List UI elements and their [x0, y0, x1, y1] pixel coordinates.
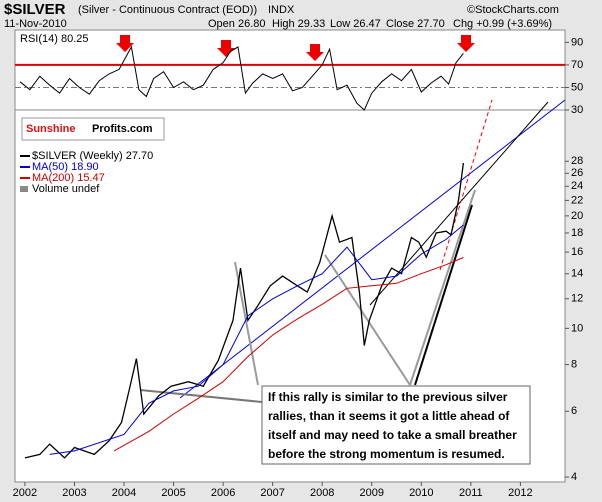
close: Close 27.70: [386, 18, 445, 30]
series-line: [24, 162, 465, 459]
logo-part1: Sunshine: [26, 123, 76, 135]
instrument-name: (Silver - Continuous Contract (EOD)): [78, 4, 257, 16]
logo-box: [21, 117, 165, 141]
legend-label: RSI(14) 80.25: [20, 33, 88, 45]
pointer-line: [324, 254, 411, 386]
y-tick-label: 10: [571, 322, 583, 334]
logo-part2: Profits.com: [92, 123, 153, 135]
x-tick-label: 2011: [459, 487, 483, 499]
plot-content: 90 70 50 30 RSI(14) 80.25 4 6 8 10 12 14 16 18 20 22 24…: [13, 33, 584, 499]
pointer-line: [414, 204, 473, 386]
x-tick-label: 2012: [508, 487, 532, 499]
y-tick-label: 26: [571, 167, 583, 179]
trend-line: [179, 99, 566, 399]
y-tick-label: 70: [571, 59, 583, 71]
x-tick-label: 2006: [211, 487, 235, 499]
legend-label: MA(200) 15.47: [32, 172, 105, 184]
x-tick-label: 2009: [360, 487, 384, 499]
arrow: [217, 40, 235, 57]
y-tick-label: 6: [571, 405, 577, 417]
legend-label: Volume undef: [32, 183, 100, 195]
annotation-line: rallies, than it seems it got a little a…: [268, 409, 510, 423]
x-tick-label: 2002: [13, 487, 37, 499]
y-tick-label: 22: [571, 194, 583, 206]
arrows: [116, 35, 475, 61]
open: Open 26.80: [208, 18, 266, 30]
low: Low 26.47: [330, 18, 381, 30]
arrow: [306, 44, 324, 61]
x-tick-label: 2010: [409, 487, 433, 499]
y-tick-label: 90: [571, 36, 583, 48]
y-tick-label: 24: [571, 180, 583, 192]
y-tick-label: 16: [571, 246, 583, 258]
trend-lines: [139, 99, 566, 403]
y-tick-label: 8: [571, 358, 577, 370]
x-tick-label: 2008: [310, 487, 334, 499]
legend-label: $SILVER (Weekly) 27.70: [32, 150, 153, 162]
annotation-line: If this rally is similar to the previous…: [268, 390, 508, 404]
y-tick-label: 4: [571, 471, 577, 483]
series-line: [113, 257, 464, 452]
y-tick-label: 14: [571, 268, 583, 280]
legend-swatch: [20, 186, 28, 192]
change: Chg +0.99 (+3.69%): [453, 18, 552, 30]
symbol: $SILVER: [4, 1, 66, 18]
watermark: ©StockCharts.com: [467, 4, 559, 16]
high: High 29.33: [272, 18, 325, 30]
trend-line: [369, 101, 549, 306]
y-tick-label: 28: [571, 155, 583, 167]
y-tick-label: 20: [571, 210, 583, 222]
exchange: INDX: [268, 4, 295, 16]
y-tick-label: 30: [571, 104, 583, 116]
series-line: [49, 224, 464, 455]
date: 11-Nov-2010: [4, 18, 67, 30]
x-tick-label: 2003: [62, 487, 86, 499]
x-tick-label: 2005: [161, 487, 185, 499]
pointer-line: [409, 189, 476, 386]
x-tick-label: 2007: [260, 487, 284, 499]
y-tick-label: 50: [571, 81, 583, 93]
y-tick-label: 12: [571, 293, 583, 305]
y-tick-label: 18: [571, 227, 583, 239]
arrow: [116, 35, 134, 52]
x-tick-label: 2004: [112, 487, 136, 499]
annotation-line: before the strong momentum is resumed.: [268, 447, 505, 461]
legend-label: MA(50) 18.90: [32, 161, 99, 173]
annotation-line: itself and may need to take a small brea…: [268, 428, 517, 442]
arrow: [457, 35, 475, 52]
annotation-box: [261, 385, 531, 465]
series-line: [19, 45, 464, 111]
trend-line: [439, 99, 493, 271]
